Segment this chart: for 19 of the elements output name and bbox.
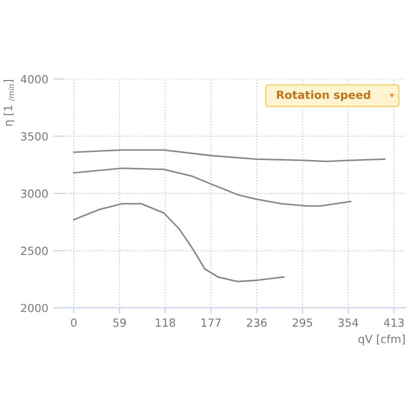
y-tick-label: 2000 xyxy=(21,304,48,312)
annotation: Rotation speed xyxy=(276,90,370,102)
x-tick-label: 295 xyxy=(292,318,312,327)
y-tick-label: 2500 xyxy=(21,246,48,256)
line-series xyxy=(73,168,352,207)
line-series xyxy=(73,202,285,282)
x-axis-title: qV [cfm] xyxy=(358,334,405,346)
x-tick-label: 0 xyxy=(70,318,77,327)
x-tick-label: 177 xyxy=(202,318,221,327)
y-axis-title: η [1 $_{/min}$] xyxy=(4,80,15,126)
x-tick-label: 59 xyxy=(113,318,126,327)
y-tick-label: 3500 xyxy=(21,132,48,141)
line-series xyxy=(73,149,386,162)
y-tick-label: 4000 xyxy=(20,75,48,84)
x-tick-label: 118 xyxy=(156,318,176,327)
x-tick-label: 413 xyxy=(384,318,404,327)
x-tick-label: 354 xyxy=(338,318,358,327)
y-tick-label: 3000 xyxy=(21,189,48,198)
x-tick-label: 236 xyxy=(246,318,267,327)
